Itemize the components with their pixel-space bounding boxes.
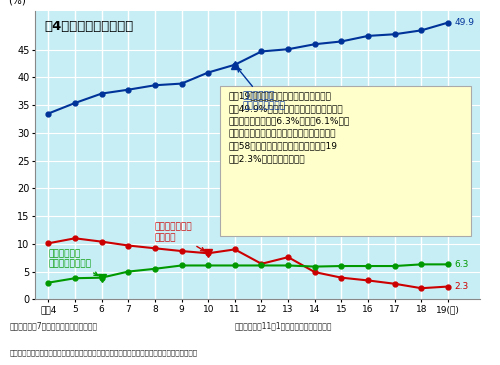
Text: （注１）平成7年特殊健診の集計方法変更: （注１）平成7年特殊健診の集計方法変更 [10,322,98,330]
Text: 2.3: 2.3 [454,282,469,291]
Text: 図4　年別健康診断結果: 図4 年別健康診断結果 [44,20,133,32]
Text: 6.3: 6.3 [454,260,469,269]
Y-axis label: (%): (%) [8,0,26,5]
Text: 定期健康診断
有所見率（注２）: 定期健康診断 有所見率（注２） [238,68,286,111]
Text: じん肺健康診断
有所見率: じん肺健康診断 有所見率 [155,223,204,251]
Text: 資料出所　厚生労働省定期健康診断結果調べ、じん肺健康管理実施結果調、特殊健康診断結果調: 資料出所 厚生労働省定期健康診断結果調べ、じん肺健康管理実施結果調、特殊健康診断… [10,349,198,356]
Text: （注２）平成11年1月定期健康診断項目改正: （注２）平成11年1月定期健康診断項目改正 [235,322,332,330]
Text: 49.9: 49.9 [454,18,474,27]
Text: 特殊健康診断
有所見率（注１）: 特殊健康診断 有所見率（注１） [48,249,98,276]
FancyBboxPatch shape [220,86,471,236]
Text: 平成19年における定期健康診断の有所見
率は49.9%で年々増加しています。特殊健
康診断の有所見率は6.3%（昨年6.1%）で
した。また、じん肺健康診断の有: 平成19年における定期健康診断の有所見 率は49.9%で年々増加しています。特殊… [228,92,350,163]
